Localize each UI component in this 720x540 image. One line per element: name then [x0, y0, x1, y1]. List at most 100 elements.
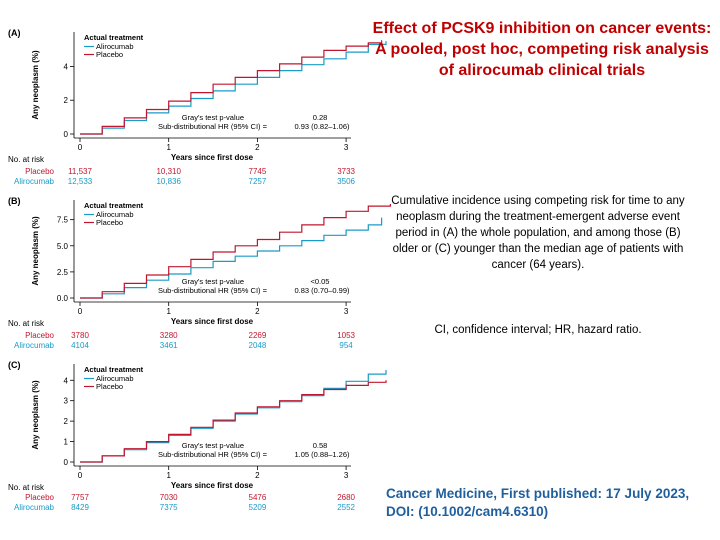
legend-label: Alirocumab [96, 374, 134, 383]
legend-title: Actual treatment [84, 33, 144, 42]
y-axis-label: Any neoplasm (%) [31, 50, 40, 120]
x-tick-label: 3 [344, 307, 349, 316]
x-tick-label: 2 [255, 471, 260, 480]
y-axis-label: Any neoplasm (%) [31, 216, 40, 286]
chart-panel-2: (B) 0.0 2.5 5.0 7.5 0 1 2 3 Years since first dos… [8, 196, 391, 350]
stats-label-pvalue: Gray's test p-value [182, 113, 244, 122]
stats-value-pvalue: 0.58 [313, 441, 328, 450]
chart-panel-1: (A) 0 2 4 0 1 2 3 Years since first dose Any neop… [8, 28, 387, 186]
at-risk-cell: 12,533 [68, 177, 93, 186]
series-line-placebo [80, 40, 383, 135]
at-risk-cell: 7030 [160, 493, 178, 502]
stats-label-pvalue: Gray's test p-value [182, 277, 244, 286]
panel-label: (C) [8, 360, 21, 370]
y-tick-label: 0.0 [57, 294, 69, 303]
series-line-placebo [80, 204, 391, 299]
x-axis-label: Years since first dose [171, 481, 254, 490]
figure-caption: Cumulative incidence using competing ris… [391, 195, 685, 271]
at-risk-header: No. at risk [8, 483, 45, 492]
x-tick-label: 1 [166, 307, 171, 316]
series-line-alirocumab [80, 217, 383, 299]
stats-label-hr: Sub-distributional HR (95% CI) = [158, 450, 268, 459]
x-tick-label: 0 [78, 471, 83, 480]
legend-label: Alirocumab [96, 42, 134, 51]
series-line-placebo [80, 380, 387, 463]
legend-label: Alirocumab [96, 210, 134, 219]
at-risk-row-label: Placebo [25, 331, 54, 340]
x-tick-label: 0 [78, 143, 83, 152]
x-axis-label: Years since first dose [171, 317, 254, 326]
y-tick-label: 5.0 [57, 242, 69, 251]
at-risk-cell: 3780 [71, 331, 89, 340]
panel-label: (B) [8, 196, 21, 206]
chart-panel-3: (C) 0 1 2 3 4 0 1 2 3 Years since first dose Any ne… [8, 360, 387, 512]
at-risk-cell: 5209 [249, 503, 267, 512]
at-risk-row-label: Alirocumab [14, 341, 55, 350]
at-risk-cell: 5476 [249, 493, 267, 502]
panel-label: (A) [8, 28, 21, 38]
at-risk-cell: 1053 [337, 331, 355, 340]
x-axis-label: Years since first dose [171, 153, 254, 162]
x-tick-label: 2 [255, 307, 260, 316]
y-tick-label: 0 [64, 130, 69, 139]
at-risk-cell: 4104 [71, 341, 89, 350]
citation-journal: Cancer Medicine, First published: 17 Jul… [386, 486, 690, 501]
legend-label: Placebo [96, 50, 123, 59]
y-tick-label: 2.5 [57, 268, 69, 277]
legend-label: Placebo [96, 382, 123, 391]
y-tick-label: 7.5 [57, 216, 69, 225]
citation-doi: DOI: (10.1002/cam4.6310) [386, 504, 549, 519]
at-risk-cell: 3733 [337, 167, 355, 176]
x-tick-label: 2 [255, 143, 260, 152]
y-tick-label: 4 [64, 62, 69, 71]
at-risk-row-label: Alirocumab [14, 503, 55, 512]
at-risk-cell: 2680 [337, 493, 355, 502]
citation: Cancer Medicine, First published: 17 Jul… [386, 485, 706, 521]
at-risk-cell: 3506 [337, 177, 355, 186]
at-risk-cell: 3280 [160, 331, 178, 340]
stats-label-hr: Sub-distributional HR (95% CI) = [158, 286, 268, 295]
y-tick-label: 4 [64, 376, 69, 385]
x-tick-label: 0 [78, 307, 83, 316]
y-axis-label: Any neoplasm (%) [31, 380, 40, 450]
at-risk-cell: 7257 [249, 177, 267, 186]
at-risk-row-label: Placebo [25, 167, 54, 176]
stats-value-pvalue: <0.05 [311, 277, 330, 286]
at-risk-row-label: Placebo [25, 493, 54, 502]
at-risk-cell: 10,310 [156, 167, 181, 176]
at-risk-cell: 3461 [160, 341, 178, 350]
x-tick-label: 3 [344, 471, 349, 480]
at-risk-cell: 7745 [249, 167, 267, 176]
at-risk-cell: 2048 [249, 341, 267, 350]
slide-title: Effect of PCSK9 inhibition on cancer eve… [372, 20, 712, 79]
y-tick-label: 2 [64, 417, 69, 426]
y-tick-label: 0 [64, 458, 69, 467]
at-risk-cell: 2269 [249, 331, 267, 340]
at-risk-cell: 11,537 [68, 167, 92, 176]
at-risk-cell: 7757 [71, 493, 89, 502]
y-tick-label: 3 [64, 397, 69, 406]
abbreviation-note: CI, confidence interval; HR, hazard rati… [434, 324, 642, 336]
stats-value-hr: 0.83 (0.70–0.99) [294, 286, 350, 295]
at-risk-header: No. at risk [8, 155, 45, 164]
legend-title: Actual treatment [84, 365, 144, 374]
at-risk-cell: 2552 [337, 503, 355, 512]
x-tick-label: 1 [166, 143, 171, 152]
at-risk-row-label: Alirocumab [14, 177, 55, 186]
legend-label: Placebo [96, 218, 123, 227]
x-tick-label: 1 [166, 471, 171, 480]
stats-value-hr: 0.93 (0.82–1.06) [294, 122, 350, 131]
x-tick-label: 3 [344, 143, 349, 152]
at-risk-cell: 954 [339, 341, 353, 350]
y-tick-label: 1 [64, 438, 69, 447]
legend-title: Actual treatment [84, 201, 144, 210]
at-risk-header: No. at risk [8, 319, 45, 328]
stats-label-pvalue: Gray's test p-value [182, 441, 244, 450]
stats-label-hr: Sub-distributional HR (95% CI) = [158, 122, 268, 131]
y-tick-label: 2 [64, 96, 69, 105]
stats-value-pvalue: 0.28 [313, 113, 328, 122]
at-risk-cell: 10,836 [156, 177, 181, 186]
at-risk-cell: 8429 [71, 503, 89, 512]
at-risk-cell: 7375 [160, 503, 178, 512]
